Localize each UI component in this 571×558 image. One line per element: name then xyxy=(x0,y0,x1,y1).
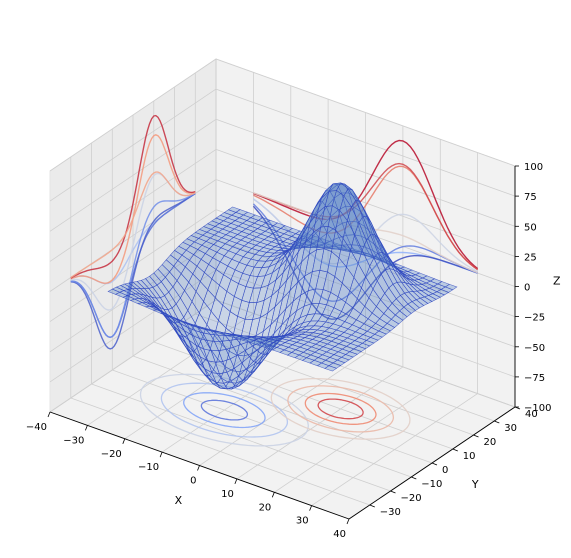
y-tick-label: 30 xyxy=(504,423,517,434)
z-tick-label: 50 xyxy=(524,222,537,233)
x-tick-label: 20 xyxy=(259,502,272,513)
grid-line-z xyxy=(215,58,516,167)
y-tick-label: 20 xyxy=(484,437,497,448)
y-tick-mark xyxy=(411,476,417,480)
y-tick-label: −30 xyxy=(380,507,401,518)
y-tick-mark xyxy=(494,420,500,424)
x-tick-label: 40 xyxy=(333,529,346,540)
contour-line-left-wall xyxy=(70,171,196,279)
x-tick-label: −10 xyxy=(138,462,159,473)
x-tick-mark xyxy=(234,478,238,485)
y-axis-label: Y xyxy=(471,478,479,491)
contour-line-left-wall xyxy=(70,114,196,279)
y-tick-mark xyxy=(369,504,375,508)
y-tick-label: 0 xyxy=(442,465,448,476)
contour-line-floor xyxy=(160,382,289,438)
contour-line-floor xyxy=(183,392,266,429)
y-tick-label: 10 xyxy=(463,451,476,462)
y-tick-label: −20 xyxy=(401,493,422,504)
contour-line-floor xyxy=(200,399,249,421)
grid-line-z xyxy=(49,209,217,322)
y-tick-label: −10 xyxy=(421,479,442,490)
y-tick-mark xyxy=(390,490,396,494)
x-tick-mark xyxy=(85,425,88,431)
grid-line-z xyxy=(49,88,217,202)
contour-line-left-wall xyxy=(70,192,196,350)
surface-face xyxy=(324,365,338,372)
z-tick-label: −100 xyxy=(524,403,551,414)
grid-line-z xyxy=(49,299,217,413)
contour-projections xyxy=(70,114,479,447)
contour-line-back-wall xyxy=(252,205,478,320)
grid-line-z xyxy=(215,149,516,257)
z-tick-label: 0 xyxy=(524,283,530,294)
contour-line-back-wall xyxy=(253,139,479,270)
contour-line-floor xyxy=(270,377,411,440)
grid-line-z xyxy=(49,58,217,172)
tick-labels: −40−30−20−10010203040−30−20−10010203040−… xyxy=(26,162,552,540)
contour-line-floor xyxy=(304,392,377,425)
contour-line-floor xyxy=(139,373,309,447)
z-axis-label: Z xyxy=(553,275,561,288)
y-tick-mark xyxy=(473,434,479,438)
x-tick-mark xyxy=(309,505,312,511)
grid-line-z xyxy=(49,118,217,232)
grid-line-z xyxy=(215,88,516,197)
surface-mesh xyxy=(107,182,458,390)
grid-line-z xyxy=(49,269,217,383)
x-tick-mark xyxy=(271,492,275,498)
grid-line-z xyxy=(215,118,516,227)
grid-line-z xyxy=(215,269,516,378)
grid-line-z xyxy=(49,239,217,353)
x-tick-label: 30 xyxy=(296,516,309,527)
x-tick-mark xyxy=(122,438,126,444)
x-tick-label: −40 xyxy=(26,422,47,433)
x-tick-mark xyxy=(47,411,51,418)
z-tick-label: 75 xyxy=(524,192,537,203)
grid-line-z xyxy=(215,299,516,408)
z-tick-label: −50 xyxy=(524,343,545,354)
x-tick-label: 0 xyxy=(190,476,196,487)
grid-line-y xyxy=(91,383,391,492)
x-tick-label: −20 xyxy=(101,449,122,460)
x-tick-label: −30 xyxy=(63,435,84,446)
y-tick-mark xyxy=(431,462,438,466)
x-tick-mark xyxy=(197,465,200,471)
z-tick-label: −25 xyxy=(524,313,545,324)
z-tick-label: 25 xyxy=(524,252,537,263)
x-tick-mark xyxy=(346,518,350,525)
contour-line-floor xyxy=(287,385,395,433)
z-tick-label: 100 xyxy=(524,162,543,173)
y-tick-mark xyxy=(452,448,458,452)
x-tick-label: 10 xyxy=(221,489,234,500)
grid-line-y xyxy=(70,397,370,506)
grid-line-y xyxy=(195,313,495,422)
x-axis-label: X xyxy=(175,494,183,507)
contour-line-floor xyxy=(317,398,364,420)
contour-line-left-wall xyxy=(70,192,196,338)
z-tick-label: −75 xyxy=(524,373,545,384)
x-tick-mark xyxy=(159,451,163,458)
y-tick-label: 40 xyxy=(525,409,538,420)
